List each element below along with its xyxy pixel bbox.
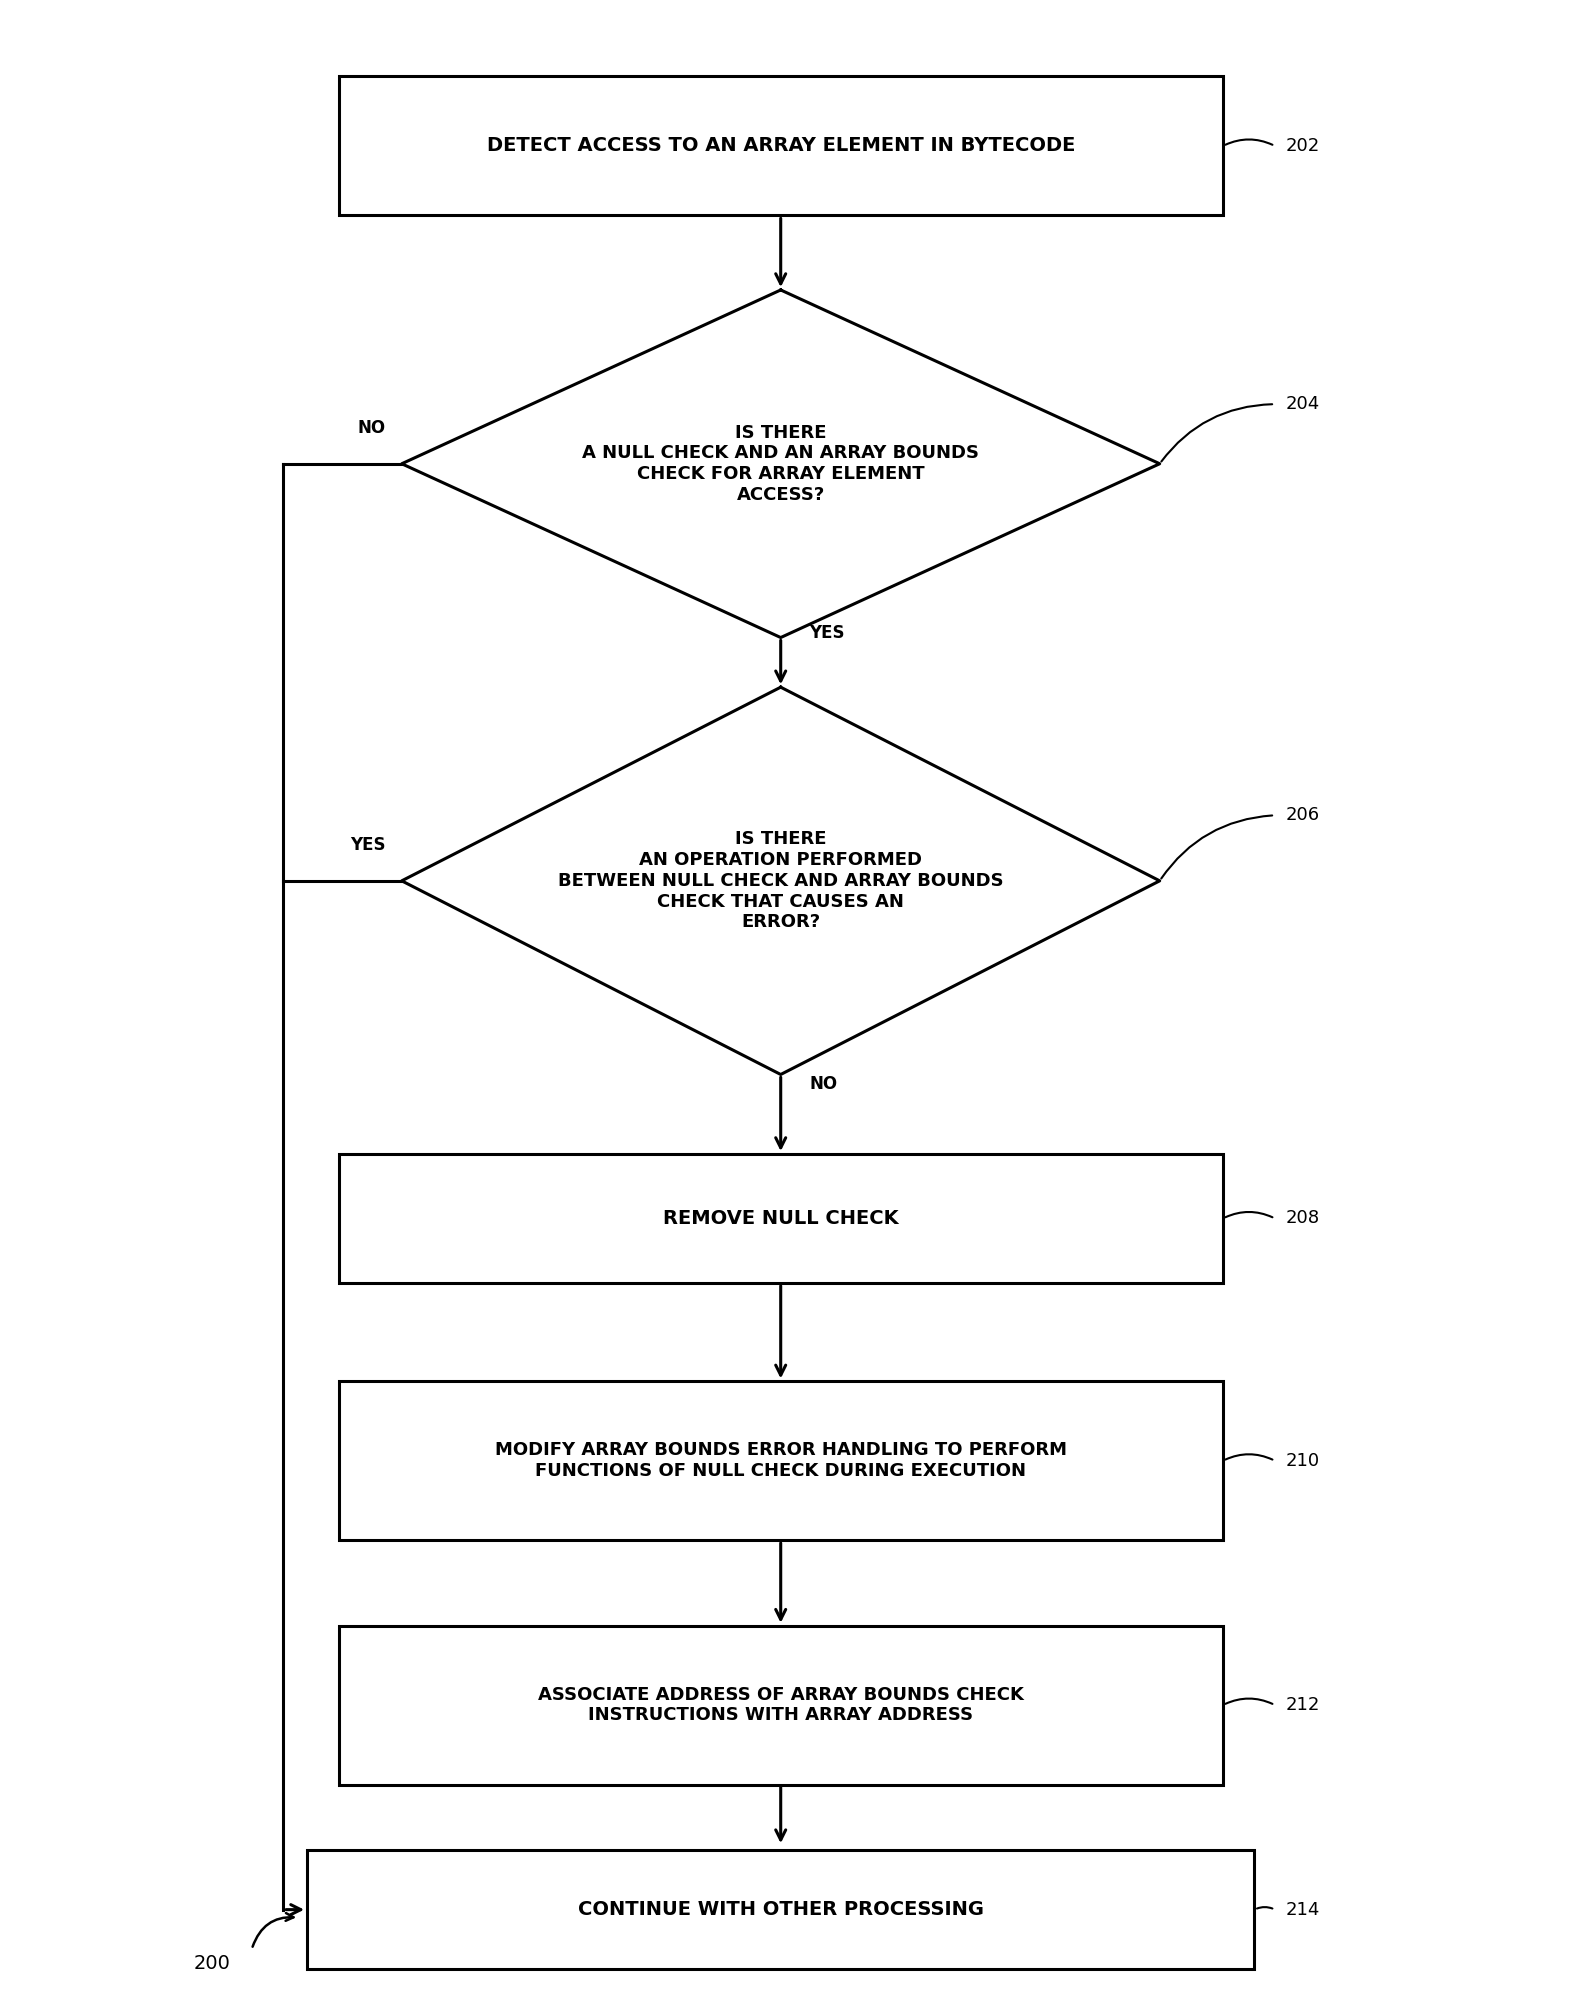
Bar: [339, 1382, 1223, 1540]
Text: 212: 212: [1286, 1696, 1321, 1714]
Text: 204: 204: [1286, 396, 1321, 414]
Text: IS THERE
A NULL CHECK AND AN ARRAY BOUNDS
CHECK FOR ARRAY ELEMENT
ACCESS?: IS THERE A NULL CHECK AND AN ARRAY BOUND…: [581, 424, 980, 504]
Text: 208: 208: [1286, 1210, 1321, 1228]
Polygon shape: [401, 290, 1160, 638]
Text: 202: 202: [1286, 136, 1321, 154]
Text: YES: YES: [350, 836, 386, 854]
Text: MODIFY ARRAY BOUNDS ERROR HANDLING TO PERFORM
FUNCTIONS OF NULL CHECK DURING EXE: MODIFY ARRAY BOUNDS ERROR HANDLING TO PE…: [495, 1442, 1067, 1480]
Text: 206: 206: [1286, 806, 1321, 824]
Text: REMOVE NULL CHECK: REMOVE NULL CHECK: [663, 1208, 898, 1228]
Text: 200: 200: [194, 1954, 231, 1972]
Bar: [307, 1850, 1254, 1970]
Text: 210: 210: [1286, 1452, 1321, 1470]
Text: ASSOCIATE ADDRESS OF ARRAY BOUNDS CHECK
INSTRUCTIONS WITH ARRAY ADDRESS: ASSOCIATE ADDRESS OF ARRAY BOUNDS CHECK …: [538, 1686, 1024, 1724]
Polygon shape: [401, 688, 1160, 1074]
Bar: [339, 1626, 1223, 1784]
Text: CONTINUE WITH OTHER PROCESSING: CONTINUE WITH OTHER PROCESSING: [578, 1900, 984, 1920]
Text: 214: 214: [1286, 1900, 1321, 1918]
Bar: [339, 1154, 1223, 1284]
Text: YES: YES: [809, 624, 844, 642]
Text: IS THERE
AN OPERATION PERFORMED
BETWEEN NULL CHECK AND ARRAY BOUNDS
CHECK THAT C: IS THERE AN OPERATION PERFORMED BETWEEN …: [558, 830, 1004, 932]
Bar: [339, 76, 1223, 216]
Text: NO: NO: [809, 1076, 838, 1094]
Text: DETECT ACCESS TO AN ARRAY ELEMENT IN BYTECODE: DETECT ACCESS TO AN ARRAY ELEMENT IN BYT…: [486, 136, 1075, 156]
Text: NO: NO: [358, 420, 386, 438]
